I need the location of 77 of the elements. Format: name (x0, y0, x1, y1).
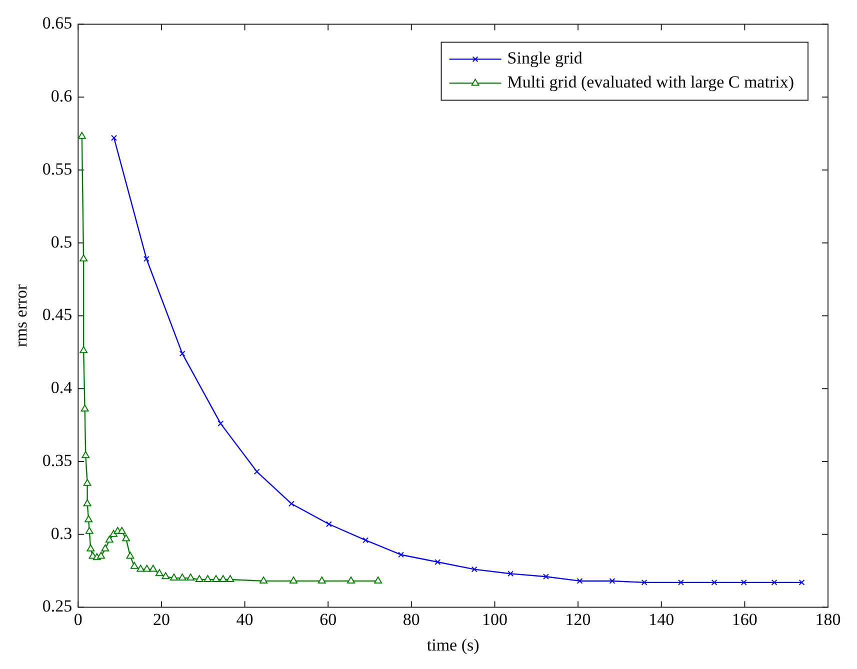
point (576, 578, 583, 584)
point (155, 569, 164, 576)
point (82, 451, 90, 458)
y-tick-label: 0.45 (42, 305, 72, 324)
point (641, 579, 648, 586)
point (226, 575, 234, 582)
y-tick-label: 0.25 (42, 596, 72, 616)
x-tick-label: 100 (482, 610, 508, 629)
legend-label: Single grid (507, 48, 583, 68)
x-tick-label: 0 (74, 610, 82, 629)
point (212, 575, 220, 582)
point (218, 420, 224, 427)
x-tick-label: 80 (402, 610, 420, 629)
point (740, 579, 747, 586)
point (711, 579, 718, 586)
y-tick-label: 0.65 (42, 14, 72, 33)
point (149, 564, 158, 572)
x-tick-label: 20 (152, 610, 170, 629)
point (288, 500, 294, 507)
point (195, 575, 204, 582)
x-tick-label: 160 (732, 610, 758, 629)
point (105, 536, 114, 543)
y-tick-label: 0.6 (50, 86, 72, 106)
point (434, 559, 441, 565)
point (97, 552, 106, 559)
x-tick-label: 140 (648, 610, 674, 629)
point (318, 576, 326, 584)
y-tick-label: 0.5 (50, 232, 72, 252)
point (142, 564, 151, 572)
point (326, 521, 332, 528)
point (84, 515, 93, 522)
point (111, 134, 117, 141)
point (771, 579, 778, 586)
y-tick-label: 0.35 (42, 450, 72, 470)
y-axis-title: rms error (12, 284, 31, 348)
point (178, 574, 186, 581)
y-tick-label: 0.4 (50, 378, 73, 398)
point (143, 256, 150, 262)
y-tick-label: 0.55 (42, 159, 72, 178)
x-tick-label: 40 (236, 610, 254, 629)
point (186, 574, 195, 581)
point (101, 544, 110, 552)
point (126, 552, 134, 559)
point (179, 350, 186, 357)
point (609, 578, 616, 584)
point (162, 572, 170, 580)
point (471, 566, 478, 572)
point (254, 468, 260, 475)
point (260, 576, 268, 584)
point (118, 526, 126, 534)
point (83, 478, 92, 486)
point (543, 574, 549, 580)
x-axis-title: time (s) (426, 635, 480, 654)
point (80, 404, 89, 412)
point (347, 576, 355, 584)
point (136, 564, 145, 572)
point (85, 526, 94, 534)
x-tick-label: 180 (815, 610, 841, 629)
point (798, 579, 805, 586)
x-tick-label: 60 (320, 610, 337, 629)
point (398, 552, 404, 558)
legend-label: Multi grid (evaluated with large C matrix) (507, 72, 794, 92)
point (83, 499, 92, 506)
point (290, 576, 298, 584)
point (508, 570, 514, 577)
point (374, 576, 382, 584)
point (362, 537, 369, 544)
point (678, 579, 684, 586)
point (110, 530, 118, 537)
point (130, 562, 138, 569)
point (122, 534, 130, 542)
point (170, 574, 178, 581)
x-tick-label: 120 (565, 610, 591, 629)
point (204, 575, 212, 582)
point (86, 544, 95, 552)
y-tick-label: 0.3 (50, 524, 72, 543)
point (219, 575, 228, 582)
